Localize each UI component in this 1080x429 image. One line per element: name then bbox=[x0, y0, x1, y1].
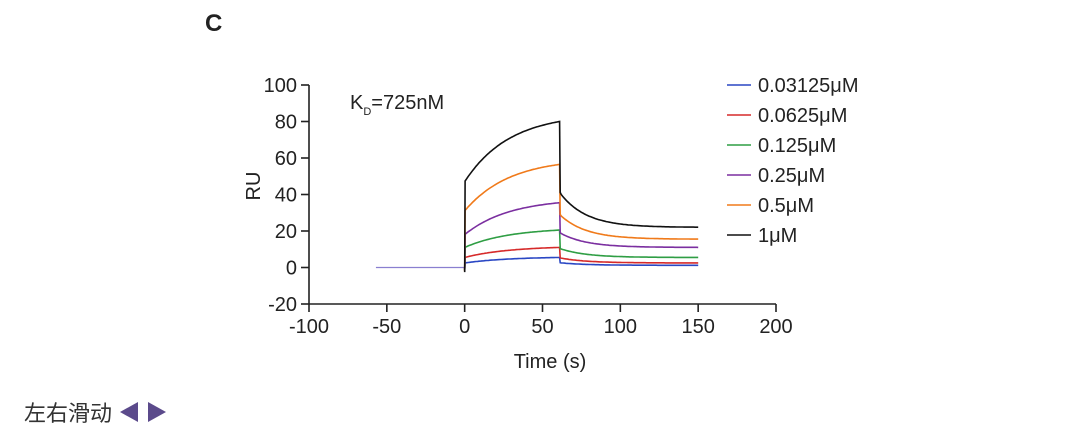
legend: 0.03125μM 0.0625μM 0.125μM 0.25μM 0.5μM 1μM bbox=[727, 75, 858, 247]
series-line-3 bbox=[463, 201, 699, 272]
series-line-4 bbox=[463, 163, 699, 272]
kd-subscript: D bbox=[363, 106, 371, 118]
y-tick-label: 0 bbox=[286, 258, 297, 280]
triangle-right-icon[interactable] bbox=[146, 400, 168, 424]
series-line-2 bbox=[463, 229, 699, 271]
y-tick-label: 40 bbox=[275, 185, 297, 207]
series-curves bbox=[375, 120, 699, 273]
x-ticks: -100 -50 0 50 100 150 200 bbox=[289, 304, 793, 338]
x-tick-label: -50 bbox=[372, 316, 401, 338]
series-line-1 bbox=[463, 246, 699, 270]
y-ticks: -20 0 20 40 60 80 100 bbox=[264, 75, 309, 316]
x-tick-label: 100 bbox=[604, 316, 637, 338]
sensorgram-chart: -20 0 20 40 60 80 100 -100 -50 0 50 100 150 200 RU T… bbox=[243, 75, 858, 373]
y-tick-label: 60 bbox=[275, 148, 297, 170]
legend-label: 0.125μM bbox=[758, 135, 836, 157]
y-tick-label: -20 bbox=[268, 294, 297, 316]
x-tick-label: 0 bbox=[459, 316, 470, 338]
panel-label: C bbox=[205, 10, 223, 37]
legend-label: 0.03125μM bbox=[758, 75, 858, 97]
kd-prefix: K bbox=[350, 92, 364, 114]
x-tick-label: 200 bbox=[759, 316, 792, 338]
legend-label: 0.0625μM bbox=[758, 105, 847, 127]
y-axis-label: RU bbox=[243, 172, 265, 201]
triangle-left-icon[interactable] bbox=[118, 400, 140, 424]
kd-annotation: KD=725nM bbox=[350, 92, 444, 118]
x-axis-label: Time (s) bbox=[514, 351, 587, 373]
series-line-5 bbox=[463, 120, 699, 273]
x-tick-label: 150 bbox=[681, 316, 714, 338]
slide-hint-text: 左右滑动 bbox=[24, 402, 113, 427]
slide-hint: 左右滑动 bbox=[24, 396, 168, 428]
legend-label: 0.25μM bbox=[758, 165, 825, 187]
x-tick-label: 50 bbox=[531, 316, 553, 338]
x-tick-label: -100 bbox=[289, 316, 329, 338]
series-line-0 bbox=[463, 256, 699, 270]
y-tick-label: 100 bbox=[264, 75, 297, 97]
y-tick-label: 80 bbox=[275, 112, 297, 134]
legend-label: 0.5μM bbox=[758, 195, 814, 217]
legend-label: 1μM bbox=[758, 225, 797, 247]
y-tick-label: 20 bbox=[275, 221, 297, 243]
kd-suffix: =725nM bbox=[371, 92, 444, 114]
